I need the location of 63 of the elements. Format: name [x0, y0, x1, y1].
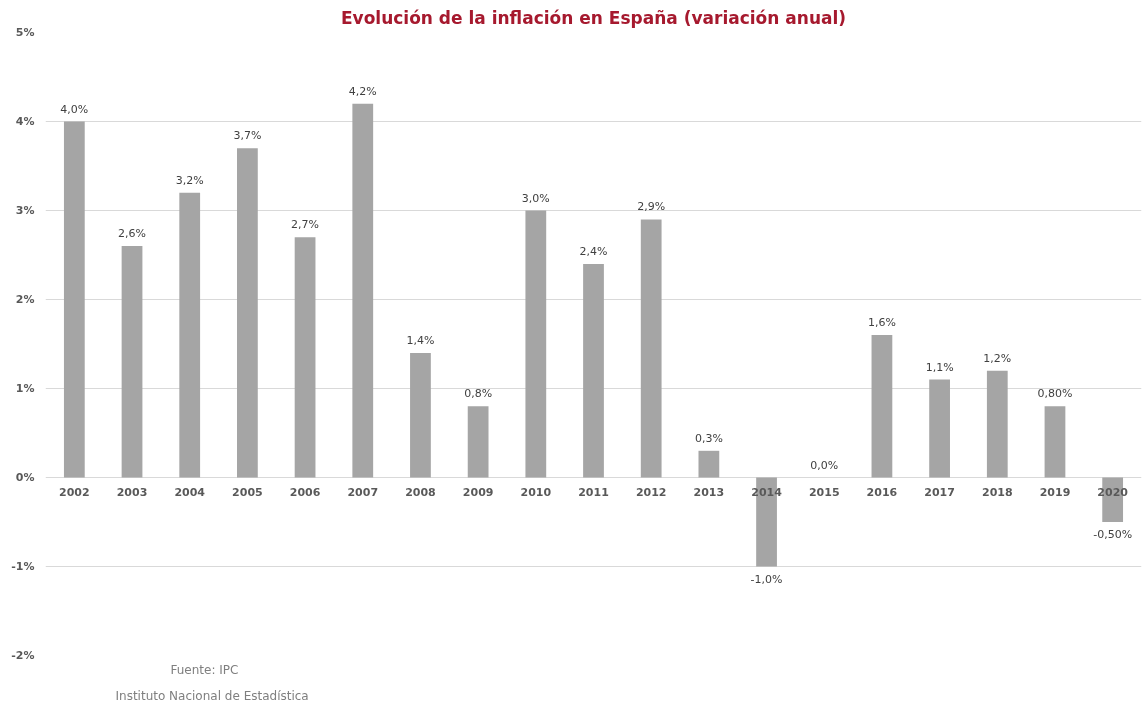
x-tick-label: 2012	[635, 485, 667, 499]
x-tick-label: 2016	[866, 485, 898, 499]
chart-title: Evolución de la inflación en España (variación anual)	[340, 7, 847, 28]
bar	[467, 406, 489, 478]
bar	[63, 121, 85, 478]
bar	[871, 335, 893, 478]
bar	[179, 192, 201, 478]
data-label: 2,7%	[291, 218, 320, 232]
bar	[294, 237, 316, 478]
bar	[410, 352, 431, 478]
text: Instituto Nacional de Estadística	[115, 688, 309, 703]
data-label: 2,9%	[637, 200, 666, 214]
bar	[640, 219, 662, 478]
bar	[986, 370, 1008, 478]
bar	[352, 103, 374, 478]
data-label: 0,0%	[810, 458, 839, 472]
y-tick-label: 0%	[15, 471, 35, 484]
data-label: 3,2%	[175, 173, 204, 187]
data-label: -1,0%	[750, 572, 783, 586]
x-tick-label: 2015	[808, 485, 840, 499]
data-label: -0,50%	[1093, 528, 1133, 541]
bar	[583, 263, 604, 478]
x-tick-label: 2018	[981, 485, 1013, 499]
x-tick-label: 2017	[924, 485, 955, 499]
x-tick-label: 2004	[174, 485, 206, 499]
data-label: 1,4%	[406, 333, 435, 347]
bar	[121, 246, 143, 478]
data-label: 0,80%	[1037, 387, 1073, 401]
y-tick-label: -1%	[11, 560, 35, 573]
bar	[1044, 406, 1066, 478]
x-tick-label: 2002	[59, 485, 90, 499]
data-label: 1,2%	[983, 351, 1012, 365]
y-tick-label: 4%	[15, 115, 35, 128]
x-tick-label: 2010	[520, 485, 552, 499]
data-label: 0,3%	[694, 431, 723, 445]
y-tick-label: 1%	[15, 382, 35, 395]
x-tick-label: 2009	[462, 485, 494, 499]
x-tick-label: 2013	[693, 485, 725, 499]
x-tick-label: 2005	[232, 485, 263, 499]
data-label: 4,0%	[60, 102, 89, 116]
y-tick-label: -2%	[11, 649, 35, 662]
x-tick-label: 2019	[1039, 485, 1071, 499]
bar	[237, 148, 258, 478]
data-label: 3,0%	[521, 191, 550, 205]
y-tick-label: 5%	[15, 26, 35, 39]
bar	[698, 450, 720, 478]
data-label: 0,8%	[464, 387, 493, 401]
bar	[525, 210, 547, 478]
bar	[929, 379, 950, 478]
data-label: 1,1%	[925, 360, 954, 374]
source-note: Fuente: IPC	[170, 662, 239, 677]
y-tick-label: 2%	[15, 293, 35, 306]
x-tick-label: 2007	[347, 485, 379, 499]
x-tick-label: 2008	[405, 485, 436, 499]
data-label: 1,6%	[867, 316, 896, 330]
data-label: 2,4%	[579, 244, 608, 258]
data-label: 3,7%	[233, 129, 262, 143]
y-tick-label: 3%	[15, 204, 35, 217]
data-label: 2,6%	[118, 227, 147, 241]
x-tick-label: 2003	[116, 485, 148, 499]
x-tick-label: 2006	[289, 485, 321, 499]
data-label: 4,2%	[348, 84, 377, 98]
x-tick-label: 2011	[578, 485, 609, 499]
